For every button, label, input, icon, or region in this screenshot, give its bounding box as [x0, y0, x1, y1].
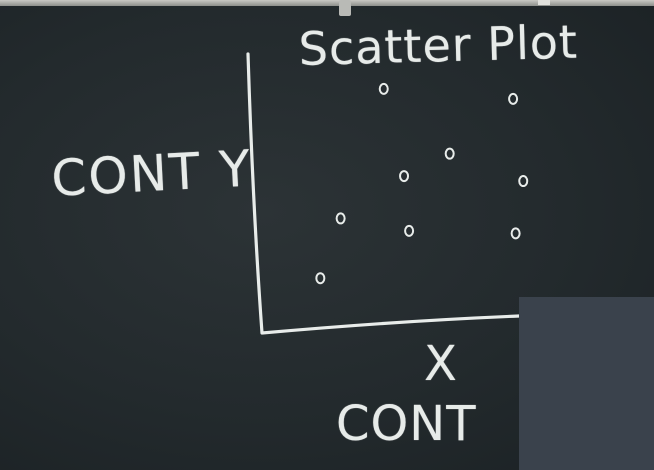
ledge-mark	[538, 0, 550, 5]
scatter-point-2	[335, 212, 346, 225]
scatter-point-6	[444, 147, 455, 160]
chalk-ledge	[0, 0, 654, 6]
axes	[246, 52, 521, 335]
scatter-point-1	[315, 272, 326, 285]
scatter-point-4	[399, 170, 410, 183]
scatter-point-9	[518, 175, 529, 188]
scatter-point-5	[404, 224, 415, 237]
scatter-point-3	[378, 82, 389, 95]
x-axis-label: CONT	[336, 396, 477, 452]
video-overlay-panel	[519, 297, 654, 470]
scatter-point-8	[510, 227, 521, 240]
plot-title: Scatter Plot	[298, 14, 579, 76]
x-axis-symbol: X	[424, 336, 457, 392]
y-axis-label: CONT Y	[50, 139, 254, 208]
ledge-clip	[339, 0, 351, 16]
scatter-point-7	[508, 92, 519, 105]
